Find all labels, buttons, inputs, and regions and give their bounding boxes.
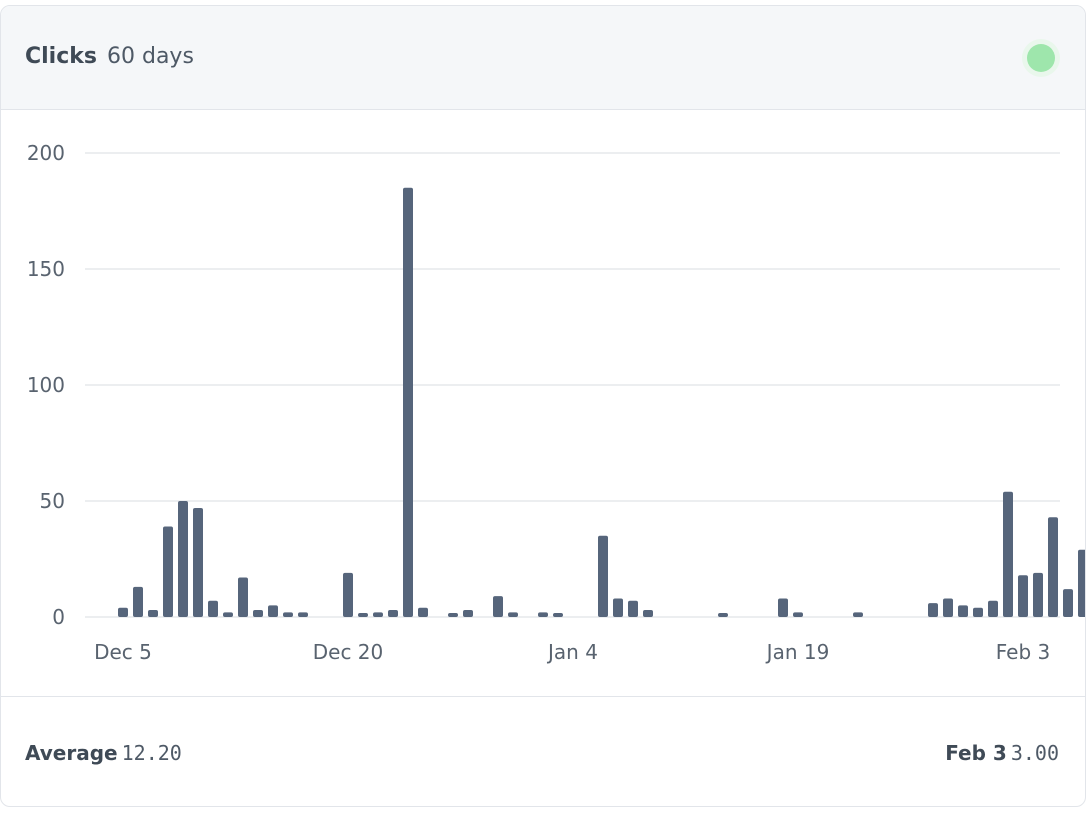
bar[interactable] bbox=[643, 610, 653, 617]
y-tick-label: 50 bbox=[40, 489, 65, 513]
bar[interactable] bbox=[343, 572, 353, 617]
bar[interactable] bbox=[1048, 517, 1058, 617]
y-tick-label: 200 bbox=[27, 141, 65, 165]
clicks-card: Clicks 60 days 0 50 100 150 200 Dec 5 Dec 20 Ja… bbox=[0, 5, 1086, 807]
bar[interactable] bbox=[1063, 589, 1073, 617]
bar[interactable] bbox=[298, 612, 308, 617]
bar[interactable] bbox=[943, 598, 953, 617]
bar[interactable] bbox=[508, 612, 518, 617]
average-value: 12.20 bbox=[121, 741, 182, 765]
bar[interactable] bbox=[988, 600, 998, 617]
x-tick-label: Dec 20 bbox=[313, 640, 384, 664]
bar[interactable] bbox=[628, 600, 638, 617]
bar[interactable] bbox=[853, 612, 863, 617]
bar[interactable] bbox=[598, 535, 608, 617]
bar[interactable] bbox=[163, 526, 173, 617]
card-header: Clicks 60 days bbox=[1, 6, 1085, 110]
bar[interactable] bbox=[718, 613, 728, 617]
card-title: Clicks bbox=[25, 44, 97, 69]
y-tick-label: 150 bbox=[27, 257, 65, 281]
bar[interactable] bbox=[253, 610, 263, 617]
bar[interactable] bbox=[778, 598, 788, 617]
bar[interactable] bbox=[178, 501, 188, 617]
bar[interactable] bbox=[538, 612, 548, 617]
bar[interactable] bbox=[358, 613, 368, 617]
bar[interactable] bbox=[463, 610, 473, 617]
bar[interactable] bbox=[973, 607, 983, 617]
status-indicator bbox=[1027, 44, 1055, 72]
period-label: 60 days bbox=[107, 44, 194, 69]
latest-value: 3.00 bbox=[1010, 741, 1059, 765]
bar[interactable] bbox=[268, 605, 278, 617]
clicks-bar-chart: 0 50 100 150 200 Dec 5 Dec 20 Jan 4 Jan 19 Feb 3 bbox=[27, 141, 1086, 664]
latest-label: Feb 3 bbox=[945, 741, 1007, 765]
bar[interactable] bbox=[493, 596, 503, 617]
bar[interactable] bbox=[208, 600, 218, 617]
bar[interactable] bbox=[283, 612, 293, 617]
bar[interactable] bbox=[958, 605, 968, 617]
bar[interactable] bbox=[238, 577, 248, 617]
bar[interactable] bbox=[928, 603, 938, 617]
bar[interactable] bbox=[553, 613, 563, 617]
bar[interactable] bbox=[118, 607, 128, 617]
y-tick-label: 0 bbox=[52, 605, 65, 629]
bar[interactable] bbox=[418, 607, 428, 617]
bar[interactable] bbox=[388, 610, 398, 617]
average-label: Average bbox=[25, 741, 118, 765]
x-tick-label: Dec 5 bbox=[94, 640, 152, 664]
bar[interactable] bbox=[133, 586, 143, 617]
x-tick-label: Jan 19 bbox=[765, 640, 830, 664]
x-tick-label: Jan 4 bbox=[546, 640, 598, 664]
card-footer: Average 12.20 Feb 3 3.00 bbox=[1, 696, 1085, 806]
bar[interactable] bbox=[403, 187, 413, 618]
bar[interactable] bbox=[1033, 572, 1043, 617]
bar[interactable] bbox=[613, 598, 623, 617]
bar[interactable] bbox=[223, 612, 233, 617]
bar[interactable] bbox=[1078, 549, 1086, 617]
bar[interactable] bbox=[373, 612, 383, 617]
bar[interactable] bbox=[1003, 491, 1013, 617]
average-stat: Average 12.20 bbox=[25, 741, 182, 765]
bar[interactable] bbox=[793, 612, 803, 617]
latest-stat: Feb 3 3.00 bbox=[945, 741, 1059, 765]
bar[interactable] bbox=[448, 613, 458, 617]
y-tick-label: 100 bbox=[27, 373, 65, 397]
bar[interactable] bbox=[1018, 575, 1028, 617]
bar[interactable] bbox=[193, 507, 203, 617]
x-tick-label: Feb 3 bbox=[996, 640, 1051, 664]
bar[interactable] bbox=[148, 610, 158, 617]
